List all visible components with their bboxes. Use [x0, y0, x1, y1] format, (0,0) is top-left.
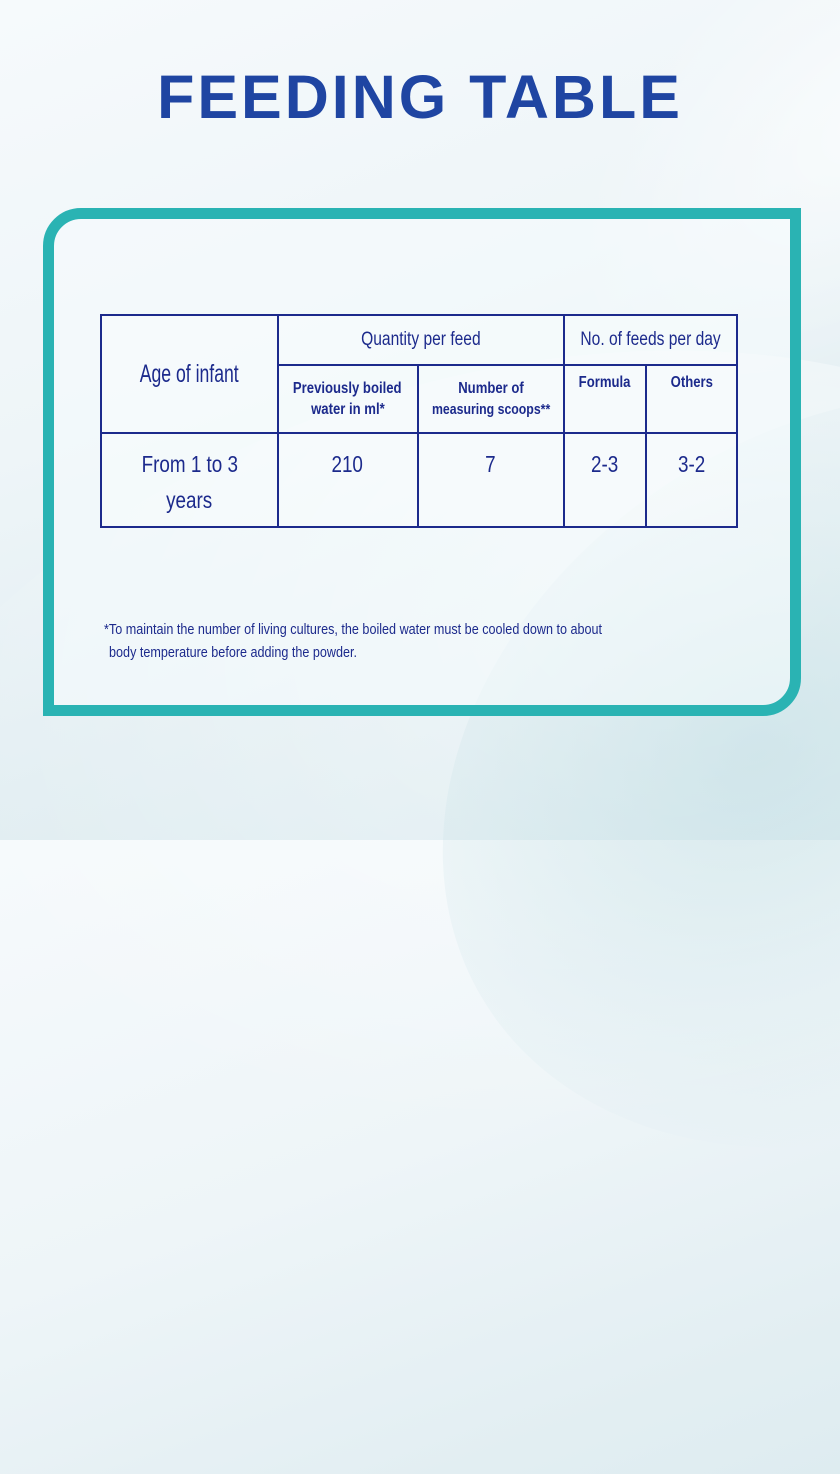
table-subheader-row: Previously boiled water in ml* Number of… — [101, 364, 739, 434]
page-title: FEEDING TABLE — [157, 63, 683, 131]
header-age-label: Age of infant — [139, 359, 239, 388]
header-water-line1: Previously boiled — [293, 380, 402, 397]
header-scoops-line1: Number of — [457, 380, 524, 397]
header-water-line2: water in ml* — [310, 401, 385, 418]
header-formula: Formula — [562, 364, 647, 434]
header-quantity-per-feed: Quantity per feed — [276, 314, 565, 366]
table-row: From 1 to 3 years 210 7 2-3 3-2 — [100, 432, 739, 528]
header-age-of-infant: Age of infant — [112, 314, 267, 434]
footnote-line1: *To maintain the number of living cultur… — [104, 621, 603, 638]
header-boiled-water: Previously boiled water in ml* — [276, 364, 419, 434]
table-header-row: Age of infant Quantity per feed No. of f… — [101, 314, 739, 434]
footnote-line2: body temperature before adding the powde… — [109, 644, 358, 661]
footnote: *To maintain the number of living cultur… — [104, 618, 625, 664]
cell-others: 3-2 — [644, 432, 739, 528]
cell-formula: 2-3 — [562, 432, 647, 528]
cell-age: From 1 to 3 years — [100, 432, 279, 528]
header-scoops-line2: measuring scoops** — [431, 401, 550, 418]
cell-age-line1: From 1 to 3 — [141, 451, 238, 477]
cell-age-line2: years — [166, 487, 213, 513]
header-feeds-label: No. of feeds per day — [580, 329, 721, 350]
header-others: Others — [644, 364, 739, 434]
cell-scoops: 7 — [416, 432, 565, 528]
header-measuring-scoops: Number of measuring scoops** — [416, 364, 565, 434]
feeding-table: Age of infant Quantity per feed No. of f… — [100, 314, 739, 528]
header-feeds-per-day: No. of feeds per day — [562, 314, 739, 366]
cell-water-value: 210 — [331, 451, 364, 477]
cell-scoops-value: 7 — [485, 451, 497, 477]
cell-water-ml: 210 — [276, 432, 419, 528]
header-formula-label: Formula — [578, 374, 631, 391]
header-quantity-label: Quantity per feed — [360, 329, 481, 350]
header-others-label: Others — [670, 374, 713, 391]
cell-others-value: 3-2 — [677, 451, 705, 477]
cell-formula-value: 2-3 — [591, 451, 619, 477]
